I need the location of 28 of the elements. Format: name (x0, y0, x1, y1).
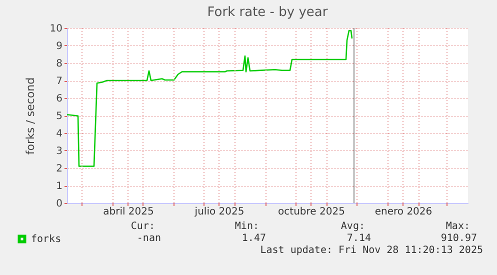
text: Last update: Fri Nov 28 11:20:13 2025 (260, 245, 483, 256)
text: 7.14 (346, 233, 371, 244)
text: Min: (234, 221, 259, 232)
text: 910.97 (440, 233, 477, 244)
y-tick-label: 7 (56, 76, 62, 87)
text: 1.47 (242, 233, 266, 244)
y-tick-label: 2 (56, 164, 62, 174)
legend-label: forks (31, 234, 62, 245)
line-series (67, 30, 353, 167)
text: Avg: (340, 221, 365, 232)
x-tick-label: julio 2025 (194, 206, 244, 218)
y-tick-label: 1 (56, 181, 62, 192)
x-tick-label: abril 2025 (103, 206, 154, 218)
y-tick-label: 5 (56, 111, 62, 122)
y-tick-label: 9 (56, 41, 62, 52)
y-tick-label: 0 (56, 198, 62, 210)
y-tick-label: 3 (56, 146, 62, 157)
y-tick-label: 8 (56, 58, 62, 70)
text: Max: (446, 221, 470, 232)
chart-title: Fork rate - by year (207, 5, 328, 20)
text: Cur: (130, 221, 155, 232)
y-tick-label: 10 (50, 24, 62, 34)
y-tick-label: 6 (56, 94, 62, 104)
text: -nan (136, 233, 161, 244)
y-tick-label: 4 (56, 128, 62, 140)
y-axis-title: forks / second (24, 77, 37, 155)
x-tick-label: enero 2026 (374, 206, 432, 218)
x-tick-label: octubre 2025 (278, 206, 345, 218)
